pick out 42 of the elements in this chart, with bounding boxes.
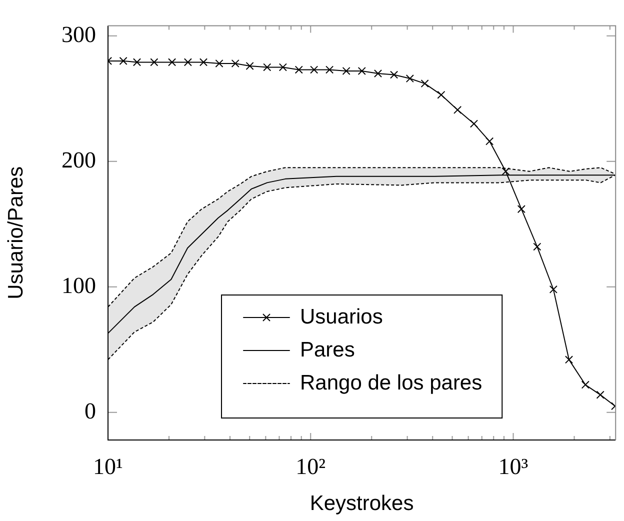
point xyxy=(549,285,558,294)
point xyxy=(470,120,478,128)
point xyxy=(486,137,494,146)
point xyxy=(310,66,318,74)
point xyxy=(596,390,604,399)
point xyxy=(406,74,414,83)
point xyxy=(437,90,446,99)
x-axis-title: Keystrokes xyxy=(310,492,414,516)
legend-label: Pares xyxy=(300,338,355,362)
point xyxy=(231,59,240,68)
point xyxy=(502,167,510,176)
point xyxy=(278,63,287,72)
y-tick-label: 300 xyxy=(62,22,96,47)
point xyxy=(199,58,208,66)
point xyxy=(517,205,526,214)
point xyxy=(246,62,254,70)
point xyxy=(454,106,462,114)
x-tick-label: 10³ xyxy=(498,454,528,479)
y-tick-label: 200 xyxy=(62,147,96,172)
point xyxy=(533,242,542,251)
point xyxy=(326,66,334,74)
point xyxy=(390,70,398,79)
legend-label: Usuarios xyxy=(300,305,383,328)
point xyxy=(564,356,574,364)
x-tick-label: 10¹ xyxy=(93,454,124,479)
point xyxy=(263,63,272,72)
legend-label: Rango de los pares xyxy=(300,371,482,394)
point xyxy=(374,69,382,78)
point xyxy=(215,59,224,68)
point xyxy=(150,58,158,66)
point xyxy=(294,66,303,74)
point xyxy=(358,66,366,76)
point xyxy=(168,58,176,66)
point xyxy=(119,56,128,65)
y-axis-title: Usuario/Pares xyxy=(4,166,28,300)
point xyxy=(420,80,429,88)
y-tick-label: 0 xyxy=(84,398,96,424)
point xyxy=(184,58,192,66)
y-tick-label: 100 xyxy=(62,272,96,298)
point xyxy=(581,380,590,389)
point xyxy=(342,66,350,76)
x-tick-label: 10² xyxy=(296,454,326,479)
